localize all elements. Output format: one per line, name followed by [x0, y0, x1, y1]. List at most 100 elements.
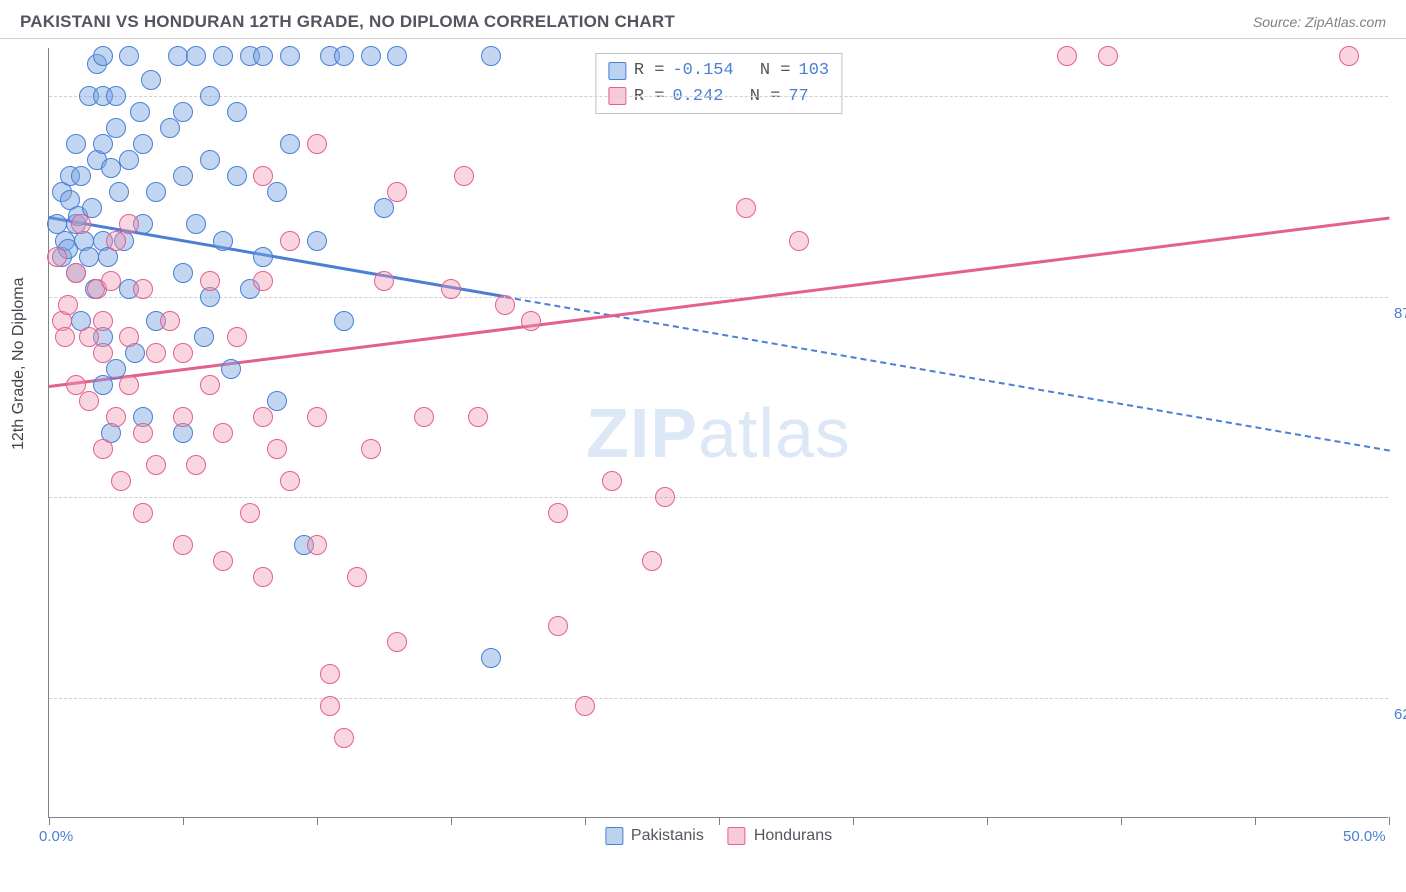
- data-point: [334, 728, 354, 748]
- stat-r-value: -0.154: [672, 58, 733, 84]
- data-point: [71, 214, 91, 234]
- data-point: [173, 535, 193, 555]
- data-point: [387, 46, 407, 66]
- data-point: [93, 439, 113, 459]
- source-prefix: Source:: [1253, 14, 1305, 30]
- data-point: [347, 567, 367, 587]
- data-point: [200, 375, 220, 395]
- gridline: [49, 96, 1388, 97]
- x-tick: [451, 817, 452, 825]
- x-tick: [49, 817, 50, 825]
- trend-line: [504, 296, 1389, 451]
- data-point: [1098, 46, 1118, 66]
- data-point: [361, 439, 381, 459]
- data-point: [119, 375, 139, 395]
- data-point: [173, 263, 193, 283]
- data-point: [146, 343, 166, 363]
- data-point: [253, 567, 273, 587]
- swatch-pakistanis-icon: [608, 62, 626, 80]
- data-point: [334, 311, 354, 331]
- x-tick: [585, 817, 586, 825]
- data-point: [111, 471, 131, 491]
- watermark-bold: ZIP: [586, 394, 698, 472]
- legend-item: Pakistanis: [605, 827, 704, 845]
- data-point: [66, 263, 86, 283]
- data-point: [334, 46, 354, 66]
- y-tick-label: 62.5%: [1394, 706, 1406, 723]
- data-point: [548, 616, 568, 636]
- data-point: [93, 311, 113, 331]
- data-point: [66, 134, 86, 154]
- data-point: [133, 134, 153, 154]
- legend-label: Pakistanis: [631, 827, 704, 845]
- data-point: [55, 327, 75, 347]
- data-point: [119, 327, 139, 347]
- data-point: [307, 134, 327, 154]
- data-point: [93, 375, 113, 395]
- data-point: [173, 102, 193, 122]
- data-point: [267, 182, 287, 202]
- data-point: [101, 158, 121, 178]
- data-point: [387, 182, 407, 202]
- x-tick-label: 0.0%: [39, 828, 73, 845]
- data-point: [320, 696, 340, 716]
- x-tick: [1121, 817, 1122, 825]
- data-point: [213, 46, 233, 66]
- data-point: [186, 46, 206, 66]
- data-point: [267, 439, 287, 459]
- data-point: [130, 102, 150, 122]
- data-point: [280, 231, 300, 251]
- chart-header: PAKISTANI VS HONDURAN 12TH GRADE, NO DIP…: [0, 0, 1406, 39]
- data-point: [253, 407, 273, 427]
- watermark: ZIPatlas: [586, 393, 851, 473]
- data-point: [227, 102, 247, 122]
- x-tick: [853, 817, 854, 825]
- legend-series: Pakistanis Hondurans: [605, 827, 832, 845]
- data-point: [253, 247, 273, 267]
- x-tick: [987, 817, 988, 825]
- data-point: [133, 423, 153, 443]
- legend-stats-row: R = -0.154 N = 103: [608, 58, 829, 84]
- data-point: [240, 503, 260, 523]
- data-point: [213, 231, 233, 251]
- x-tick: [719, 817, 720, 825]
- data-point: [267, 391, 287, 411]
- x-tick: [317, 817, 318, 825]
- legend-stats: R = -0.154 N = 103 R = 0.242 N = 77: [595, 53, 842, 114]
- data-point: [736, 198, 756, 218]
- data-point: [168, 46, 188, 66]
- data-point: [109, 182, 129, 202]
- data-point: [119, 46, 139, 66]
- data-point: [454, 166, 474, 186]
- data-point: [253, 166, 273, 186]
- data-point: [655, 487, 675, 507]
- data-point: [213, 551, 233, 571]
- data-point: [221, 359, 241, 379]
- data-point: [106, 231, 126, 251]
- data-point: [521, 311, 541, 331]
- data-point: [119, 214, 139, 234]
- swatch-hondurans-icon: [728, 827, 746, 845]
- source-name: ZipAtlas.com: [1305, 14, 1386, 30]
- y-tick-label: 87.5%: [1394, 305, 1406, 322]
- scatter-plot: ZIPatlas R = -0.154 N = 103 R = 0.242 N …: [48, 48, 1388, 818]
- gridline: [49, 497, 1388, 498]
- data-point: [79, 391, 99, 411]
- data-point: [101, 271, 121, 291]
- data-point: [173, 166, 193, 186]
- data-point: [213, 423, 233, 443]
- data-point: [789, 231, 809, 251]
- data-point: [160, 311, 180, 331]
- data-point: [280, 134, 300, 154]
- data-point: [374, 198, 394, 218]
- data-point: [361, 46, 381, 66]
- data-point: [1057, 46, 1077, 66]
- data-point: [200, 271, 220, 291]
- data-point: [642, 551, 662, 571]
- data-point: [320, 664, 340, 684]
- data-point: [93, 343, 113, 363]
- x-tick: [1389, 817, 1390, 825]
- data-point: [575, 696, 595, 716]
- data-point: [374, 271, 394, 291]
- legend-label: Hondurans: [754, 827, 832, 845]
